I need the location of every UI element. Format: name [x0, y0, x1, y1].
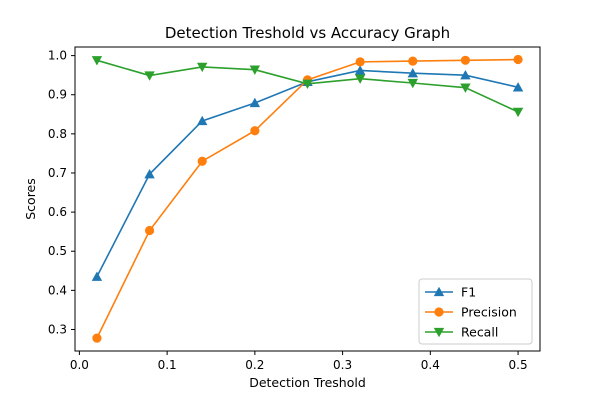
series-f1 — [91, 65, 524, 281]
data-point-f1 — [197, 115, 208, 126]
data-point-recall — [197, 62, 208, 73]
legend-label-f1: F1 — [461, 285, 476, 300]
data-point-recall — [302, 79, 313, 89]
x-tick-label: 0.0 — [70, 358, 89, 372]
plot-area-frame — [74, 46, 541, 352]
data-point-recall — [249, 65, 261, 75]
x-axis-title: Detection Treshold — [249, 375, 366, 390]
data-point-f1 — [91, 271, 103, 281]
legend: F1 Precision Recall — [418, 278, 533, 345]
data-point-recall — [354, 74, 366, 84]
y-tick-label: 0.9 — [48, 88, 67, 102]
data-point-recall — [144, 71, 155, 81]
legend-label-recall: Recall — [461, 325, 498, 340]
data-point-precision — [460, 55, 471, 65]
chart-title: Detection Treshold vs Accuracy Graph — [165, 24, 450, 42]
data-point-precision — [250, 126, 260, 136]
legend-label-precision: Precision — [461, 305, 517, 320]
data-point-precision — [513, 54, 523, 65]
x-tick-label: 0.3 — [333, 358, 352, 372]
y-tick-label: 0.7 — [48, 166, 67, 180]
x-tick-label: 0.5 — [509, 358, 528, 372]
data-point-f1 — [354, 65, 366, 75]
series-layer — [91, 54, 524, 343]
legend-marker-recall — [433, 327, 445, 338]
y-tick-label: 0.6 — [48, 205, 67, 219]
data-point-precision — [408, 56, 418, 66]
x-tick-label: 0.4 — [421, 358, 440, 372]
data-point-precision — [92, 333, 102, 343]
data-point-recall — [407, 78, 418, 89]
data-point-f1 — [460, 69, 471, 80]
y-tick-label: 1.0 — [48, 49, 67, 63]
data-point-recall — [91, 56, 103, 66]
legend-marker-f1 — [433, 286, 445, 297]
y-tick-label: 0.5 — [48, 244, 67, 258]
data-point-precision — [355, 57, 365, 67]
y-tick-label: 0.8 — [48, 127, 67, 141]
data-point-f1 — [144, 168, 155, 179]
data-point-precision — [197, 156, 207, 166]
data-point-f1 — [407, 68, 418, 78]
x-tick-label: 0.1 — [158, 358, 177, 372]
data-point-f1 — [512, 82, 524, 92]
legend-box — [418, 278, 533, 345]
y-tick-label: 0.3 — [48, 322, 67, 336]
data-point-precision — [144, 225, 155, 236]
series-recall — [91, 56, 524, 118]
y-axis-ticks: 0.3 0.4 0.5 0.6 0.7 0.8 0.9 1.0 — [48, 49, 75, 336]
series-line-f1 — [96, 69, 519, 278]
x-axis-ticks: 0.0 0.1 0.2 0.3 0.4 0.5 — [70, 351, 528, 372]
y-axis-title: Scores — [23, 178, 38, 220]
y-tick-label: 0.4 — [48, 283, 67, 297]
data-point-recall — [512, 107, 524, 118]
legend-marker-precision — [434, 307, 444, 317]
data-point-recall — [460, 83, 471, 93]
data-point-f1 — [249, 97, 261, 108]
x-tick-label: 0.2 — [245, 358, 264, 372]
